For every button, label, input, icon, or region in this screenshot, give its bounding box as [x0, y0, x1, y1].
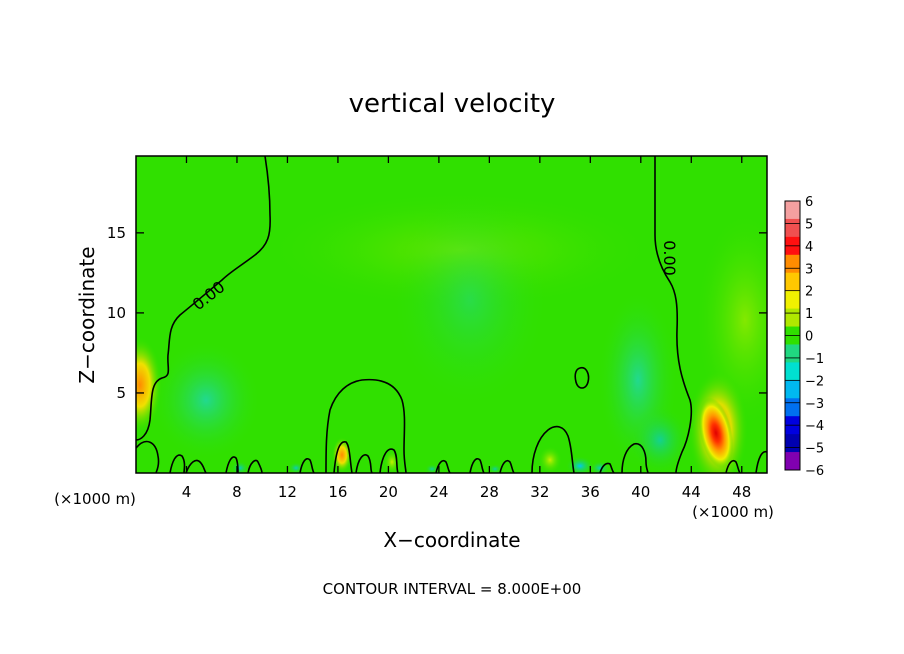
colorbar-tick-label: −2 — [805, 374, 824, 389]
field-downdraft-23 — [425, 464, 439, 473]
contour-dome-33 — [531, 425, 575, 473]
field-downdraft-mid — [390, 190, 550, 410]
y-axis-label: Z−coordinate — [75, 246, 99, 383]
contour-bump-21 — [379, 448, 399, 473]
colorbar-tick-label: 3 — [805, 262, 813, 277]
colorbar-segment — [785, 308, 800, 328]
plot-frame — [135, 155, 768, 474]
x-tick-label: 48 — [732, 483, 751, 501]
colorbar-segment — [785, 380, 800, 399]
colorbar-segment — [785, 290, 800, 310]
field-downdraft-28 — [488, 464, 502, 473]
colorbar-segment — [785, 362, 800, 381]
contour-bump-7 — [225, 456, 239, 473]
colorbar-tick-label: −1 — [805, 352, 824, 367]
colorbar-segment — [785, 201, 800, 220]
contour-bump-29 — [499, 459, 515, 473]
x-axis-ticks: 4 8 12 16 20 24 28 32 36 40 44 48 — [182, 156, 751, 501]
y-tick-label: 15 — [107, 224, 126, 242]
colorbar-segment — [785, 452, 800, 471]
contour-bump-10 — [247, 459, 263, 473]
contour-bump-14 — [299, 458, 315, 473]
x-tick-label: 12 — [278, 483, 297, 501]
contour-bump-1 — [136, 440, 160, 473]
contour-bump-37 — [599, 462, 615, 473]
contour-dome-18 — [325, 378, 407, 473]
field-downdraft-low — [630, 405, 690, 473]
contour-left-boundary — [136, 156, 271, 441]
contour-bump-25 — [435, 459, 451, 473]
x-tick-label: 20 — [379, 483, 398, 501]
field-downdraft-8 — [231, 461, 249, 473]
contour-loop-35 — [574, 366, 590, 389]
chart-title: vertical velocity — [349, 89, 556, 119]
field-updraft-32 — [538, 446, 562, 473]
contour-interval-text: CONTOUR INTERVAL = 8.000E+00 — [323, 580, 582, 598]
contour-bump-27 — [469, 458, 485, 473]
x-tick-label: 8 — [232, 483, 242, 501]
contour-bump-16 — [333, 441, 353, 473]
x-axis-label: X−coordinate — [383, 528, 520, 552]
x-unit-label: (×1000 m) — [692, 503, 774, 521]
z-unit-label: (×1000 m) — [54, 490, 136, 508]
colorbar-segment — [785, 434, 800, 453]
x-tick-label: 36 — [581, 483, 600, 501]
x-tick-label: 28 — [480, 483, 499, 501]
colorbar-tick-label: −3 — [805, 397, 824, 412]
x-tick-label: 44 — [682, 483, 701, 501]
x-tick-label: 4 — [182, 483, 192, 501]
y-tick-label: 10 — [107, 304, 126, 322]
field-updraft-left — [136, 337, 162, 433]
contour-right-boundary — [654, 156, 693, 473]
zero-contours — [136, 156, 767, 473]
x-tick-label: 16 — [328, 483, 347, 501]
contour-bump-40 — [621, 442, 649, 473]
x-tick-label: 24 — [429, 483, 448, 501]
colorbar-tick-label: 6 — [805, 195, 813, 210]
colorbar-segment — [785, 218, 800, 238]
x-tick-label: 32 — [530, 483, 549, 501]
contour-bump-47 — [725, 459, 741, 473]
colorbar-tick-label: 1 — [805, 307, 813, 322]
colorbar-segment — [785, 398, 800, 417]
y-tick-label: 5 — [116, 384, 126, 402]
colorbar-tick-label: −4 — [805, 419, 824, 434]
contour-bump-3 — [169, 454, 186, 473]
y-axis-ticks: 5 10 15 — [107, 224, 767, 402]
field-updraft-16 — [332, 437, 352, 473]
contour-bump-19 — [355, 454, 373, 473]
colorbar: 6 5 4 3 2 1 0 −1 −2 −3 −4 −5 −6 — [784, 195, 824, 479]
colorbar-segment — [785, 272, 800, 292]
colorbar-tick-label: −6 — [805, 464, 824, 479]
x-tick-label: 40 — [631, 483, 650, 501]
field-updraft-right — [698, 397, 734, 469]
colorbar-tick-label: 0 — [805, 330, 813, 345]
field-downdraft-left — [151, 340, 261, 460]
contour-bump-5 — [185, 459, 207, 473]
velocity-field — [136, 156, 767, 473]
colorbar-segment — [785, 344, 800, 363]
colorbar-segment — [785, 254, 800, 274]
contour-label-right: 0.00 — [660, 240, 679, 276]
colorbar-tick-label: 4 — [805, 240, 813, 255]
contour-bump-50 — [755, 450, 767, 473]
colorbar-tick-label: 5 — [805, 217, 813, 232]
colorbar-tick-label: −5 — [805, 442, 824, 457]
colorbar-tick-label: 2 — [805, 285, 813, 300]
